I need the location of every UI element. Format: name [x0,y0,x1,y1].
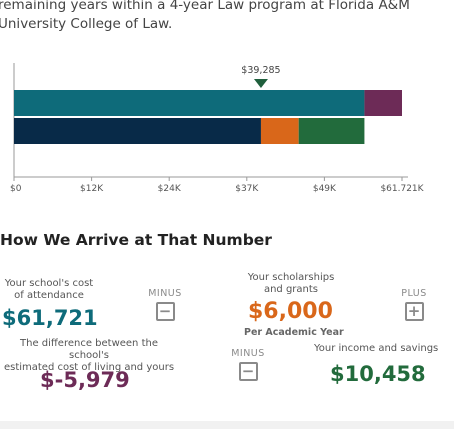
intro-line-2: University College of Law. [0,16,173,32]
difference-label-line-1: The difference between the school's [20,338,158,361]
x-tick-label-3: $37K [235,184,259,194]
x-tick-label-2: $24K [158,184,182,194]
bar-2-segment-3 [298,118,365,144]
scholarships-label-line-2: and grants [263,284,319,295]
marker-label: $39,285 [241,65,280,76]
scholarships-amount: $6,000 [248,299,333,324]
minus-operator-2: MINUS − [228,348,268,381]
cost-label: Your school's cost of attendance [0,278,100,302]
cost-label-line-2: of attendance [14,290,84,301]
bar-2-segment-1 [14,118,261,144]
x-tick-label-5: $61.721K [380,184,424,194]
difference-amount: $-5,979 [40,368,130,392]
bar-1-segment-2 [364,90,402,116]
plus-symbol: + [407,301,421,320]
difference-label: The difference between the school's esti… [0,338,178,374]
minus-operator: MINUS − [144,288,186,321]
minus-label: MINUS [148,288,182,299]
cost-label-line-1: Your school's cost [4,278,94,289]
difference-label-line-2: estimated cost of living and yours [3,362,175,373]
scholarships-label-line-1: Your scholarships [247,272,335,283]
section-title: How We Arrive at That Number [0,231,272,249]
plus-label: PLUS [401,288,427,299]
minus-symbol: − [158,301,172,320]
bar-1-segment-1 [14,90,365,116]
chart-svg: $39,285 $0 $12K $24K $37K $49K $61.721K [10,63,425,194]
plus-icon: + [404,301,424,321]
plus-operator: PLUS + [396,288,432,321]
minus-icon-2: − [238,361,258,381]
x-tick-label-1: $12K [80,184,104,194]
cost-breakdown-chart: $39,285 $0 $12K $24K $37K $49K $61.721K [0,55,454,205]
cost-amount: $61,721 [2,306,98,330]
per-academic-year: Per Academic Year [244,327,344,338]
minus-label-2: MINUS [231,348,265,359]
x-tick-label-0: $0 [10,184,22,194]
income-amount: $10,458 [330,362,426,386]
intro-text: remaining years within a 4-year Law prog… [0,0,452,34]
intro-line-1: remaining years within a 4-year Law prog… [0,0,410,13]
marker-triangle [253,79,268,88]
x-tick-label-4: $49K [313,184,337,194]
bottom-divider [0,421,454,429]
scholarships-label: Your scholarships and grants [236,272,346,296]
minus-symbol-2: − [241,361,255,380]
minus-icon: − [155,301,175,321]
income-label: Your income and savings [314,343,439,354]
bar-2-segment-2 [260,118,299,144]
